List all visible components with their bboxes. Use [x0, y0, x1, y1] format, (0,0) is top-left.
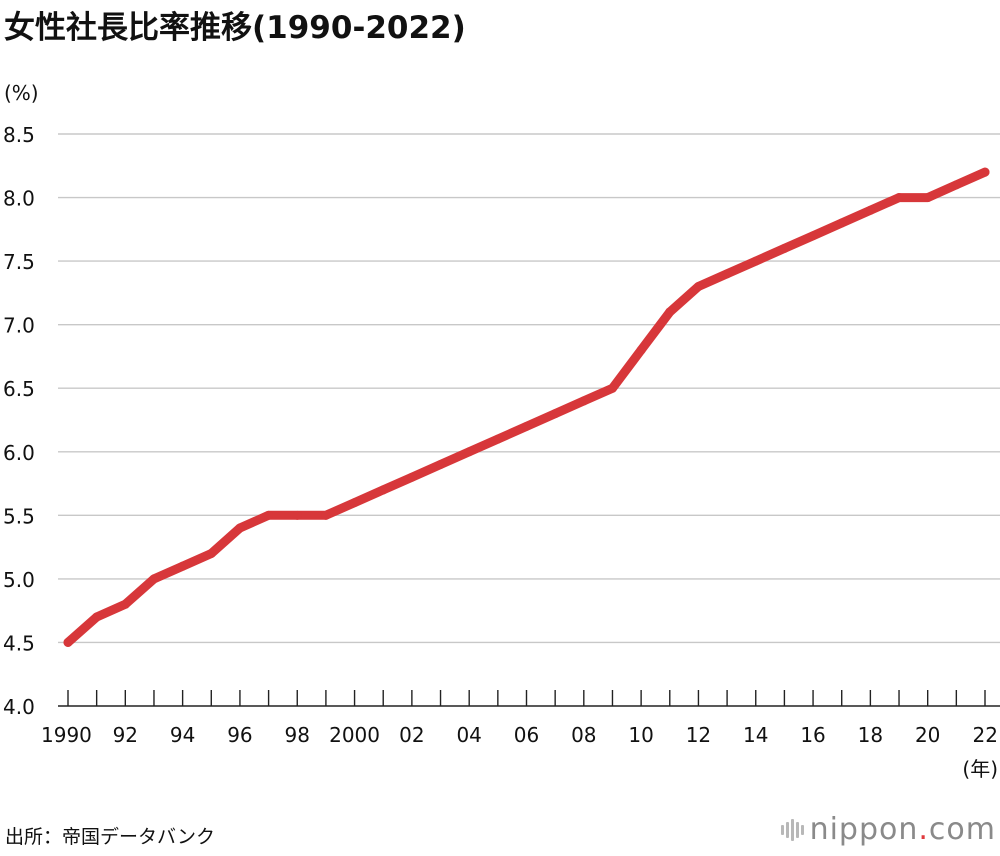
chart-title: 女性社長比率推移(1990-2022)	[4, 10, 466, 46]
label-layer: 4.0 4.5 5.0 5.5 6.0 6.5 7.0 7.5 8.0 8.5 (%) 1990 92 9…	[3, 81, 998, 781]
data-point	[779, 243, 789, 253]
logo-name: nippon	[809, 812, 919, 847]
x-tick-label: 02	[399, 723, 424, 747]
data-point	[178, 561, 188, 571]
data-point	[206, 548, 216, 558]
data-point	[522, 421, 531, 431]
line-chart: 4.0 4.5 5.0 5.5 6.0 6.5 7.0 7.5 8.0 8.5 (%) 1990 92 9…	[3, 81, 1000, 781]
y-tick-label: 5.5	[3, 504, 35, 528]
data-point	[923, 193, 933, 203]
y-tick-label: 7.5	[3, 250, 35, 274]
x-tick-label: 10	[628, 723, 653, 747]
logo-bars-icon	[780, 818, 804, 841]
x-tick-label: 1990	[41, 723, 92, 747]
y-tick-label: 7.0	[3, 314, 35, 338]
data-point	[92, 612, 102, 622]
x-tick-label: 12	[686, 723, 711, 747]
data-point	[436, 459, 446, 469]
series-line	[63, 167, 990, 647]
x-axis-unit-label: (年)	[962, 757, 998, 781]
y-tick-label: 8.0	[3, 187, 35, 211]
logo-text: nippon.com	[810, 812, 996, 847]
x-tick-label: 94	[170, 723, 195, 747]
nippon-logo: nippon.com	[780, 812, 996, 847]
x-tick-label: 20	[915, 723, 940, 747]
data-point	[636, 345, 646, 355]
data-point	[693, 282, 703, 292]
data-point	[378, 485, 388, 495]
data-point	[607, 383, 617, 393]
data-point	[321, 510, 331, 520]
x-tick-label: 22	[973, 723, 998, 747]
data-point	[980, 167, 990, 177]
data-point	[665, 307, 675, 317]
x-tick-label: 14	[743, 723, 768, 747]
data-point	[292, 510, 302, 520]
x-tick-label: 92	[113, 723, 138, 747]
x-tick-label: 98	[285, 723, 310, 747]
data-point	[894, 193, 904, 203]
data-point	[235, 523, 245, 533]
x-tick-label: 04	[456, 723, 481, 747]
data-point	[550, 409, 560, 419]
data-point	[120, 599, 130, 609]
y-tick-label: 8.5	[3, 123, 35, 147]
y-tick-label: 6.0	[3, 441, 35, 465]
x-tick-label: 96	[227, 723, 252, 747]
data-point	[63, 637, 73, 647]
y-tick-label: 4.0	[3, 695, 35, 719]
series-layer	[63, 167, 990, 647]
data-point	[808, 231, 818, 241]
logo-dot: .	[918, 812, 929, 847]
y-axis-unit-label: (%)	[4, 81, 39, 105]
data-point	[751, 256, 761, 266]
data-point	[579, 396, 589, 406]
axis-layer	[58, 690, 1000, 707]
data-point	[837, 218, 847, 228]
data-point	[149, 574, 159, 584]
logo-tld: com	[928, 812, 996, 847]
data-point	[264, 510, 274, 520]
data-point	[493, 434, 503, 444]
grid-layer	[58, 133, 1000, 644]
data-point	[865, 205, 875, 215]
x-tick-label: 18	[858, 723, 883, 747]
y-tick-label: 6.5	[3, 377, 35, 401]
x-tick-label: 06	[514, 723, 539, 747]
data-point	[407, 472, 417, 482]
data-point	[722, 269, 732, 279]
x-tick-label: 2000	[329, 723, 380, 747]
data-point	[951, 180, 961, 190]
data-point	[464, 447, 474, 457]
source-note: 出所：帝国データバンク	[5, 826, 215, 848]
data-point	[350, 498, 360, 508]
x-tick-label: 08	[571, 723, 596, 747]
y-tick-label: 5.0	[3, 568, 35, 592]
x-tick-label: 16	[800, 723, 825, 747]
y-tick-label: 4.5	[3, 631, 35, 655]
